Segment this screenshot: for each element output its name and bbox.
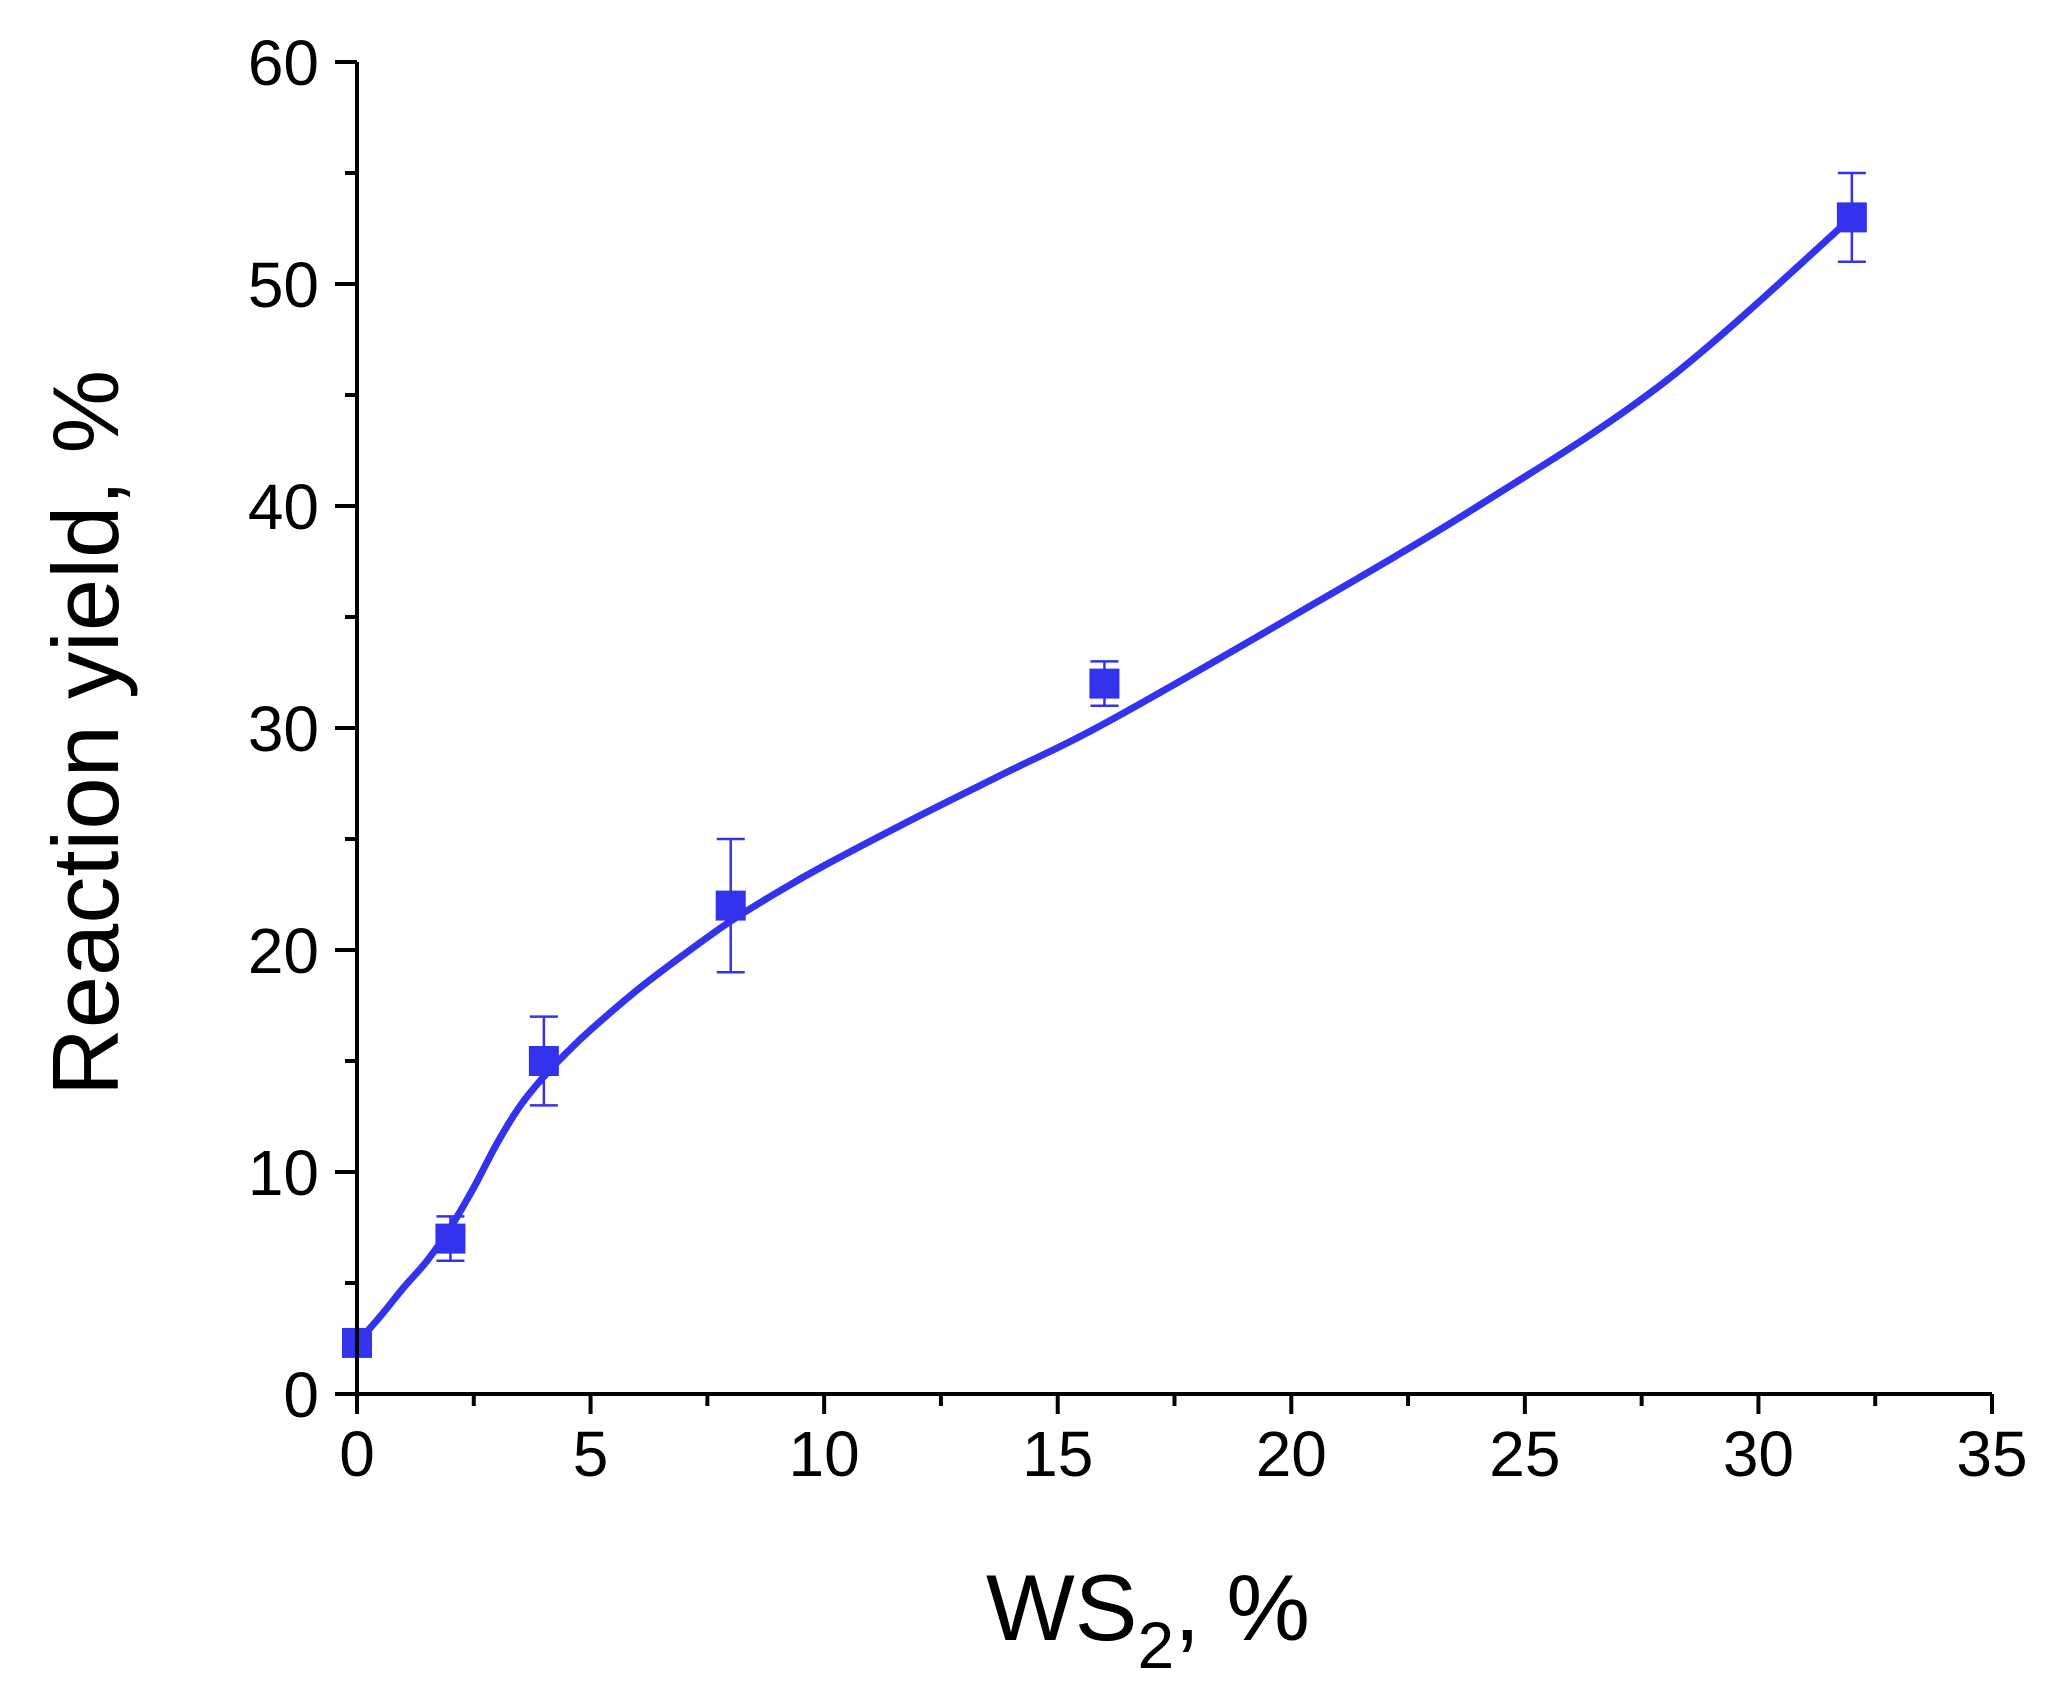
y-tick-label: 40 [248,471,319,543]
y-axis: 0 10 20 30 40 50 60 [248,27,359,1431]
y-tick-label: 0 [283,1359,319,1431]
x-tick-label: 15 [1022,1418,1093,1490]
y-tick-label: 20 [248,915,319,987]
y-tick-label: 60 [248,27,319,99]
y-tick-label: 10 [248,1137,319,1209]
data-point [1089,668,1120,699]
y-tick-label: 30 [248,693,319,765]
data-point [715,890,746,921]
x-tick-label: 0 [339,1418,375,1490]
y-tick-label: 50 [248,249,319,321]
x-tick-label: 25 [1489,1418,1560,1490]
x-axis-title: WS2, % [986,1555,1310,1682]
y-axis-title: Reaction yield, % [33,370,138,1096]
x-axis-title-suffix: , % [1174,1555,1310,1660]
x-axis-title-main: WS [986,1555,1137,1660]
x-axis-title-subscript: 2 [1137,1608,1174,1682]
x-tick-label: 35 [1956,1418,2027,1490]
x-axis: 0 5 10 15 20 25 30 35 [339,1392,2028,1490]
x-tick-label: 20 [1256,1418,1327,1490]
data-point [435,1223,466,1254]
x-tick-label: 30 [1723,1418,1794,1490]
data-point [528,1046,559,1076]
data-point [1836,202,1867,233]
x-tick-label: 5 [573,1418,609,1490]
fit-curve [353,213,1856,1347]
plot-area [342,171,1867,1358]
x-tick-label: 10 [789,1418,860,1490]
